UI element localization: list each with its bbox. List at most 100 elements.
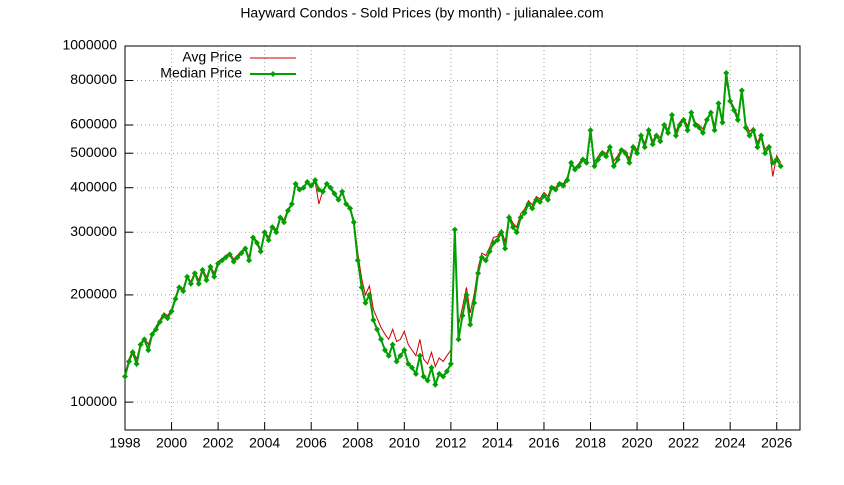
legend-point: [270, 71, 276, 77]
point: [494, 237, 501, 244]
point: [149, 331, 156, 338]
point: [292, 180, 299, 187]
point: [389, 341, 396, 348]
point: [335, 196, 342, 203]
point: [242, 245, 249, 252]
point: [226, 251, 233, 258]
point: [482, 257, 489, 264]
x-tick-label: 2000: [156, 435, 187, 451]
y-tick-label: 600000: [70, 116, 117, 132]
point: [668, 112, 675, 119]
point: [378, 336, 385, 343]
point: [742, 124, 749, 131]
point: [284, 207, 291, 214]
point: [475, 270, 482, 277]
point: [374, 326, 381, 333]
point: [517, 214, 524, 221]
point: [715, 100, 722, 107]
point: [599, 150, 606, 157]
point: [502, 245, 509, 252]
point: [300, 184, 307, 191]
point: [172, 295, 179, 302]
point: [766, 144, 773, 151]
point: [762, 150, 769, 157]
point: [304, 179, 311, 186]
x-tick-label: 2006: [296, 435, 327, 451]
point: [129, 349, 136, 356]
point: [222, 254, 229, 261]
point: [583, 159, 590, 166]
point: [343, 201, 350, 208]
point: [630, 144, 637, 151]
point: [432, 381, 439, 388]
x-tick-label: 2026: [761, 435, 792, 451]
point: [199, 266, 206, 273]
point: [459, 312, 466, 319]
point: [618, 147, 625, 154]
point: [412, 370, 419, 377]
point: [370, 317, 377, 324]
point: [451, 226, 458, 233]
point: [672, 132, 679, 139]
point: [331, 190, 338, 197]
point: [777, 163, 784, 170]
point: [649, 141, 656, 148]
point: [250, 234, 257, 241]
x-tick-label: 2024: [715, 435, 746, 451]
point: [428, 364, 435, 371]
point: [634, 150, 641, 157]
point: [510, 224, 517, 231]
point: [308, 182, 315, 189]
point: [354, 257, 361, 264]
x-tick-label: 2014: [482, 435, 513, 451]
point: [408, 364, 415, 371]
point: [591, 163, 598, 170]
point: [401, 347, 408, 354]
point: [133, 360, 140, 367]
point: [312, 177, 319, 184]
point: [552, 186, 559, 193]
point: [358, 284, 365, 291]
point: [152, 326, 159, 333]
legend-label: Median Price: [160, 65, 242, 81]
point: [614, 156, 621, 163]
x-tick-label: 2022: [668, 435, 699, 451]
point: [680, 116, 687, 123]
point: [657, 138, 664, 145]
point: [731, 107, 738, 114]
point: [207, 263, 214, 270]
point: [416, 352, 423, 359]
point: [168, 308, 175, 315]
point: [529, 205, 536, 212]
plot-frame: [124, 45, 801, 431]
point: [323, 180, 330, 187]
point: [579, 156, 586, 163]
x-tick-label: 1998: [109, 435, 140, 451]
point: [544, 196, 551, 203]
point: [246, 257, 253, 264]
point: [676, 122, 683, 129]
point: [424, 377, 431, 384]
point: [723, 69, 730, 76]
point: [420, 373, 427, 380]
point: [490, 239, 497, 246]
point: [665, 129, 672, 136]
point: [603, 153, 610, 160]
point: [145, 347, 152, 354]
point: [463, 291, 470, 298]
point: [707, 109, 714, 116]
point: [393, 358, 400, 365]
point: [719, 119, 726, 126]
point: [754, 144, 761, 151]
point: [661, 122, 668, 129]
point: [234, 254, 241, 261]
point: [622, 150, 629, 157]
point: [595, 156, 602, 163]
chart-title: Hayward Condos - Sold Prices (by month) …: [240, 5, 603, 21]
point: [319, 188, 326, 195]
point: [734, 116, 741, 123]
point: [750, 127, 757, 134]
point: [727, 98, 734, 105]
point: [525, 201, 532, 208]
